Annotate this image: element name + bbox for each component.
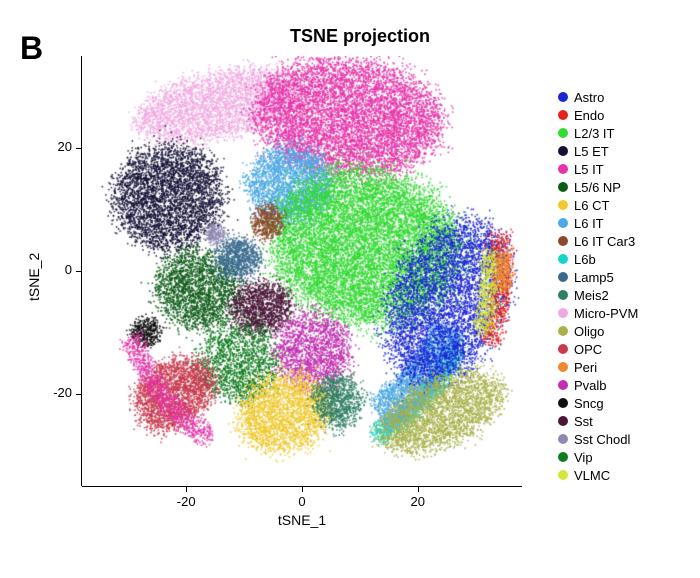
legend-label: L5 IT: [574, 162, 604, 177]
legend-swatch: [558, 326, 568, 336]
legend-item: L5 ET: [558, 142, 638, 160]
legend-item: Astro: [558, 88, 638, 106]
legend-swatch: [558, 254, 568, 264]
legend-item: Pvalb: [558, 376, 638, 394]
legend-item: Peri: [558, 358, 638, 376]
y-axis-label: tSNE_2: [26, 253, 42, 301]
legend-item: Sncg: [558, 394, 638, 412]
legend-label: Peri: [574, 360, 597, 375]
legend-label: OPC: [574, 342, 602, 357]
legend-swatch: [558, 200, 568, 210]
x-axis-label: tSNE_1: [252, 512, 352, 528]
legend-label: Sst: [574, 414, 593, 429]
legend-item: Meis2: [558, 286, 638, 304]
legend-label: Lamp5: [574, 270, 614, 285]
legend-swatch: [558, 398, 568, 408]
legend-item: L6b: [558, 250, 638, 268]
x-tick-label: 20: [398, 494, 438, 509]
legend-swatch: [558, 236, 568, 246]
legend-label: L6b: [574, 252, 596, 267]
legend-swatch: [558, 308, 568, 318]
legend-item: OPC: [558, 340, 638, 358]
x-tick: [302, 486, 303, 492]
legend: Astro Endo L2/3 IT L5 ET L5 IT L5/6 NP L6 CT L6…: [558, 88, 638, 484]
legend-item: Sst Chodl: [558, 430, 638, 448]
legend-item: VLMC: [558, 466, 638, 484]
legend-label: Vip: [574, 450, 593, 465]
legend-item: L6 IT: [558, 214, 638, 232]
legend-item: Vip: [558, 448, 638, 466]
legend-item: L2/3 IT: [558, 124, 638, 142]
legend-item: Endo: [558, 106, 638, 124]
legend-label: Endo: [574, 108, 604, 123]
legend-swatch: [558, 218, 568, 228]
scatter-canvas: [82, 56, 522, 486]
legend-label: L6 IT: [574, 216, 604, 231]
legend-label: Astro: [574, 90, 604, 105]
legend-label: Sst Chodl: [574, 432, 630, 447]
legend-swatch: [558, 362, 568, 372]
legend-item: L6 IT Car3: [558, 232, 638, 250]
legend-item: Oligo: [558, 322, 638, 340]
legend-swatch: [558, 434, 568, 444]
legend-item: Sst: [558, 412, 638, 430]
legend-swatch: [558, 380, 568, 390]
x-tick-label: 0: [282, 494, 322, 509]
legend-swatch: [558, 164, 568, 174]
legend-swatch: [558, 344, 568, 354]
y-tick: [76, 394, 82, 395]
legend-label: VLMC: [574, 468, 610, 483]
chart-title: TSNE projection: [160, 26, 560, 47]
panel-letter: B: [20, 30, 43, 67]
legend-label: L5/6 NP: [574, 180, 621, 195]
legend-swatch: [558, 128, 568, 138]
legend-swatch: [558, 452, 568, 462]
y-tick-label: -20: [36, 385, 72, 400]
legend-swatch: [558, 182, 568, 192]
scatter-plot: [82, 56, 522, 486]
legend-label: Oligo: [574, 324, 604, 339]
legend-label: Meis2: [574, 288, 609, 303]
legend-label: L2/3 IT: [574, 126, 614, 141]
legend-item: L5 IT: [558, 160, 638, 178]
legend-item: Lamp5: [558, 268, 638, 286]
legend-swatch: [558, 146, 568, 156]
legend-swatch: [558, 110, 568, 120]
legend-swatch: [558, 290, 568, 300]
legend-swatch: [558, 272, 568, 282]
y-tick-label: 20: [36, 139, 72, 154]
legend-swatch: [558, 416, 568, 426]
x-tick-label: -20: [166, 494, 206, 509]
y-tick: [76, 271, 82, 272]
legend-label: Pvalb: [574, 378, 607, 393]
legend-item: L6 CT: [558, 196, 638, 214]
y-tick: [76, 148, 82, 149]
legend-label: Sncg: [574, 396, 604, 411]
x-tick: [186, 486, 187, 492]
x-tick: [418, 486, 419, 492]
legend-label: Micro-PVM: [574, 306, 638, 321]
legend-label: L5 ET: [574, 144, 609, 159]
legend-label: L6 IT Car3: [574, 234, 635, 249]
legend-item: Micro-PVM: [558, 304, 638, 322]
legend-item: L5/6 NP: [558, 178, 638, 196]
legend-swatch: [558, 470, 568, 480]
legend-swatch: [558, 92, 568, 102]
legend-label: L6 CT: [574, 198, 609, 213]
figure-panel: B TSNE projection -20020 -20020 tSNE_1 t…: [0, 0, 700, 578]
